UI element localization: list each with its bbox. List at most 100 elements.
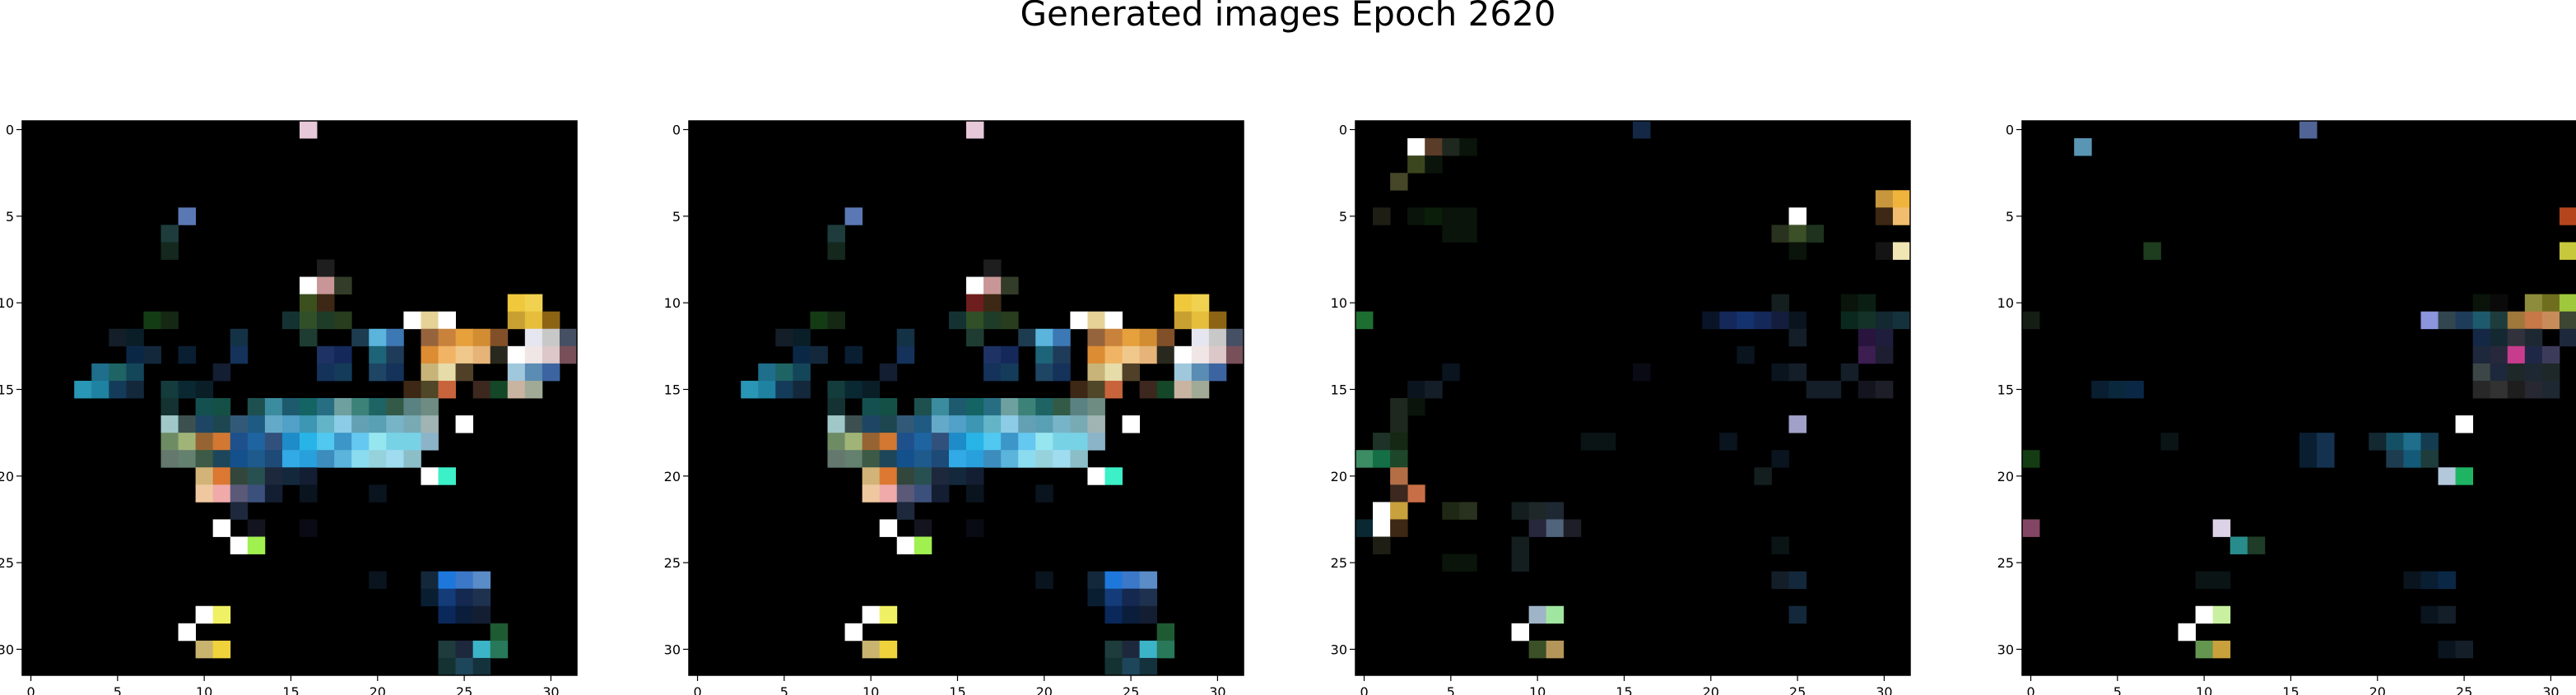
pixel-cell bbox=[491, 623, 508, 641]
pixel-cell bbox=[932, 415, 949, 433]
pixel-cell bbox=[2420, 312, 2438, 329]
pixel-cell bbox=[1226, 329, 1244, 346]
pixel-cell bbox=[1209, 364, 1226, 381]
pixel-cell bbox=[775, 364, 793, 381]
pixel-cell bbox=[456, 589, 473, 606]
pixel-cell bbox=[2074, 138, 2091, 155]
pixel-cell bbox=[2560, 329, 2576, 346]
pixel-cell bbox=[196, 398, 213, 415]
pixel-cell bbox=[1174, 364, 1192, 381]
pixel-cell bbox=[793, 364, 810, 381]
pixel-cell bbox=[828, 225, 845, 242]
pixel-cell bbox=[386, 364, 403, 381]
pixel-cell bbox=[966, 398, 983, 415]
pixel-cell bbox=[542, 312, 560, 329]
pixel-cell bbox=[810, 346, 827, 364]
pixel-cell bbox=[1209, 329, 1226, 346]
pixel-cell bbox=[196, 450, 213, 467]
pixel-cell bbox=[1789, 606, 1806, 623]
pixel-cell bbox=[213, 450, 230, 467]
pixel-cell bbox=[2022, 312, 2039, 329]
pixel-cell bbox=[1001, 364, 1018, 381]
pixel-cell bbox=[1123, 641, 1140, 658]
pixel-cell bbox=[1087, 398, 1104, 415]
x-tick-label: 10 bbox=[863, 684, 879, 695]
pixel-cell bbox=[1876, 329, 1893, 346]
pixel-cell bbox=[508, 312, 525, 329]
x-tick-label: 20 bbox=[370, 684, 386, 695]
pixel-cell bbox=[1157, 381, 1174, 398]
pixel-cell bbox=[1407, 138, 1425, 155]
pixel-cell bbox=[1407, 381, 1425, 398]
pixel-cell bbox=[1390, 415, 1407, 433]
pixel-cell bbox=[966, 467, 983, 484]
pixel-cell bbox=[1070, 381, 1087, 398]
pixel-cell bbox=[161, 433, 179, 450]
pixel-cell bbox=[932, 450, 949, 467]
pixel-cell bbox=[126, 329, 143, 346]
y-tick-label: 0 bbox=[1339, 123, 1347, 138]
pixel-cell bbox=[2161, 433, 2178, 450]
x-tick-label: 5 bbox=[2113, 684, 2122, 695]
pixel-cell bbox=[265, 415, 282, 433]
pixel-cell bbox=[2508, 381, 2525, 398]
pixel-cell bbox=[1035, 484, 1053, 502]
pixel-cell bbox=[1407, 207, 1425, 225]
image-panel-2: 0 5 10 15 20 25 30 0 5 10 15 20 25 30 bbox=[664, 121, 1244, 695]
pixel-cell bbox=[1407, 398, 1425, 415]
pixel-cell bbox=[966, 415, 983, 433]
pixel-cell bbox=[403, 415, 421, 433]
pixel-cell bbox=[456, 572, 473, 589]
pixel-cell bbox=[1105, 381, 1123, 398]
x-tick-label: 10 bbox=[2196, 684, 2212, 695]
x-tick-label: 5 bbox=[114, 684, 122, 695]
pixel-cell bbox=[317, 433, 334, 450]
pixel-cell bbox=[863, 398, 880, 415]
pixel-cell bbox=[1425, 155, 1442, 173]
pixel-cell bbox=[248, 467, 265, 484]
pixel-cell bbox=[1858, 312, 1876, 329]
pixel-cell bbox=[914, 484, 932, 502]
pixel-cell bbox=[403, 450, 421, 467]
pixel-cell bbox=[2213, 519, 2230, 536]
pixel-cell bbox=[248, 519, 265, 536]
pixel-cell bbox=[300, 450, 317, 467]
x-tick-label: 30 bbox=[1209, 684, 1225, 695]
pixel-cell bbox=[334, 346, 351, 364]
pixel-cell bbox=[1789, 225, 1806, 242]
pixel-cell bbox=[1772, 572, 1789, 589]
pixel-cell bbox=[386, 346, 403, 364]
y-tick-label: 30 bbox=[664, 642, 681, 657]
pixel-cell bbox=[1893, 207, 1910, 225]
pixel-cell bbox=[109, 364, 126, 381]
pixel-cell bbox=[1053, 398, 1070, 415]
x-tick-label: 25 bbox=[1123, 684, 1139, 695]
pixel-cell bbox=[828, 415, 845, 433]
pixel-cell bbox=[932, 467, 949, 484]
pixel-cell bbox=[196, 415, 213, 433]
pixel-cell bbox=[1140, 381, 1157, 398]
pixel-cell bbox=[1737, 312, 1754, 329]
pixel-cell bbox=[560, 346, 577, 364]
pixel-cell bbox=[473, 641, 491, 658]
pixel-cell bbox=[282, 415, 300, 433]
pixel-cell bbox=[1355, 519, 1373, 536]
pixel-cell bbox=[300, 484, 317, 502]
pixel-cell bbox=[542, 329, 560, 346]
pixel-cell bbox=[1789, 242, 1806, 259]
pixel-cell bbox=[300, 467, 317, 484]
pixel-cell bbox=[845, 346, 863, 364]
pixel-cell bbox=[179, 433, 196, 450]
pixel-cell bbox=[456, 364, 473, 381]
y-tick-label: 5 bbox=[2006, 209, 2014, 225]
pixel-cell bbox=[863, 381, 880, 398]
pixel-cell bbox=[1858, 346, 1876, 364]
pixel-cell bbox=[161, 450, 179, 467]
pixel-cell bbox=[248, 415, 265, 433]
pixel-cell bbox=[2560, 242, 2576, 259]
pixel-cell bbox=[2560, 207, 2576, 225]
pixel-cell bbox=[369, 415, 386, 433]
pixel-cell bbox=[2439, 572, 2456, 589]
pixel-cell bbox=[1070, 312, 1087, 329]
pixel-cell bbox=[179, 623, 196, 641]
